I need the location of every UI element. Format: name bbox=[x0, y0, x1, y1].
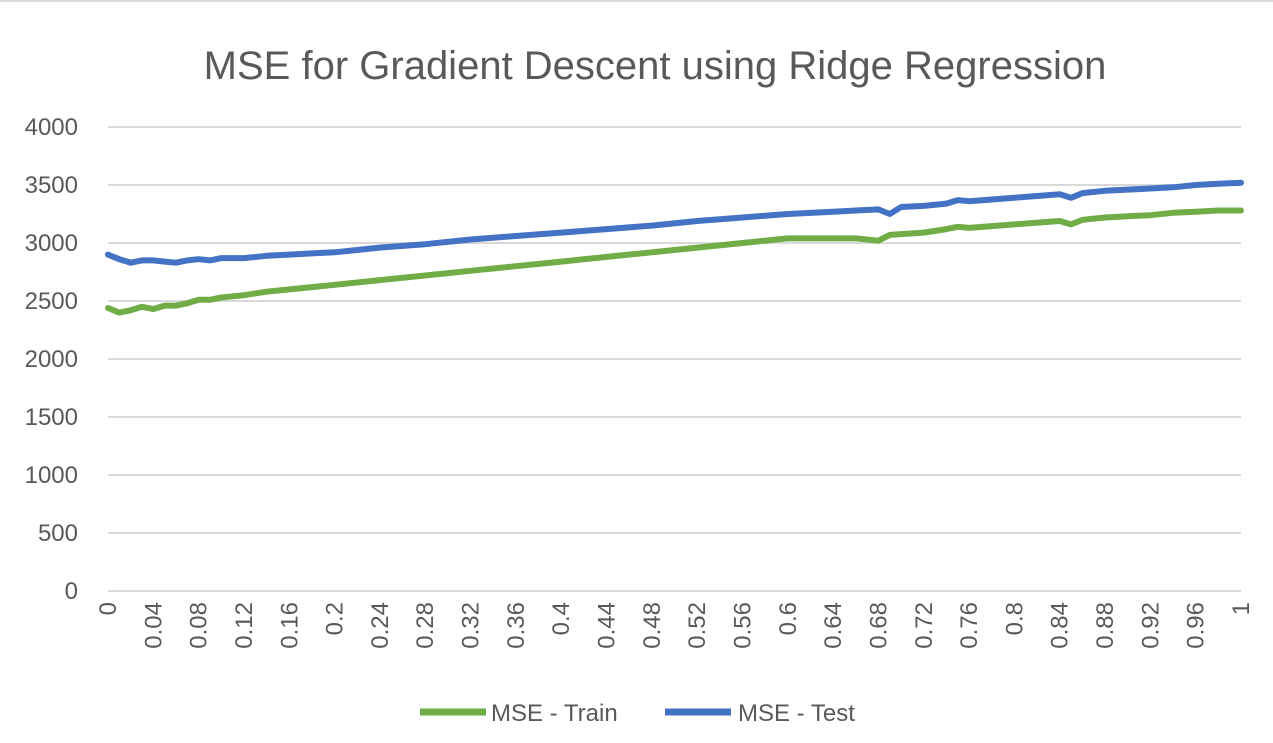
series-line-test bbox=[105, 179, 1244, 266]
x-tick-label: 0.12 bbox=[231, 602, 258, 649]
y-tick-label: 3500 bbox=[25, 172, 78, 199]
x-axis-ticks: 0 0.04 0.08 0.12 0.16 0.2 0.24 0.28 0.32 0.36 0.4 0… bbox=[95, 602, 1255, 649]
x-tick-label: 0.92 bbox=[1137, 602, 1164, 649]
y-tick-label: 4000 bbox=[25, 114, 78, 141]
legend-label: MSE - Train bbox=[491, 700, 618, 727]
x-tick-label: 0.72 bbox=[911, 602, 938, 649]
x-tick-label: 0.44 bbox=[594, 602, 621, 649]
x-tick-label: 0.04 bbox=[140, 602, 167, 649]
x-tick-label: 0.2 bbox=[322, 602, 349, 635]
gridlines bbox=[108, 126, 1241, 592]
y-tick-label: 0 bbox=[65, 578, 78, 605]
chart-title: MSE for Gradient Descent using Ridge Reg… bbox=[204, 44, 1107, 88]
x-tick-label: 0.88 bbox=[1092, 602, 1119, 649]
y-axis-ticks: 0 500 1000 1500 2000 2500 3000 3500 4000 bbox=[25, 114, 78, 605]
legend-label: MSE - Test bbox=[738, 700, 855, 727]
y-tick-label: 500 bbox=[38, 520, 78, 547]
x-tick-label: 0.52 bbox=[684, 602, 711, 649]
x-tick-label: 0.84 bbox=[1047, 602, 1074, 649]
legend: MSE - Train MSE - Test bbox=[420, 700, 855, 727]
x-tick-label: 0.32 bbox=[458, 602, 485, 649]
x-tick-label: 0 bbox=[95, 602, 122, 615]
y-tick-label: 2000 bbox=[25, 346, 78, 373]
x-tick-label: 0.08 bbox=[186, 602, 213, 649]
x-tick-label: 0.8 bbox=[1001, 602, 1028, 635]
y-tick-label: 1000 bbox=[25, 462, 78, 489]
x-tick-label: 0.16 bbox=[276, 602, 303, 649]
x-tick-label: 0.96 bbox=[1183, 602, 1210, 649]
x-tick-label: 0.68 bbox=[865, 602, 892, 649]
y-tick-label: 1500 bbox=[25, 404, 78, 431]
x-tick-label: 0.36 bbox=[503, 602, 530, 649]
x-tick-label: 0.24 bbox=[367, 602, 394, 649]
series-lines bbox=[105, 179, 1244, 316]
x-tick-label: 0.4 bbox=[548, 602, 575, 635]
x-tick-label: 0.56 bbox=[729, 602, 756, 649]
x-tick-label: 0.76 bbox=[956, 602, 983, 649]
y-tick-label: 3000 bbox=[25, 230, 78, 257]
x-tick-label: 0.6 bbox=[775, 602, 802, 635]
series-line-train bbox=[105, 207, 1244, 316]
y-tick-label: 2500 bbox=[25, 288, 78, 315]
x-tick-label: 1 bbox=[1228, 602, 1255, 615]
x-tick-label: 0.48 bbox=[639, 602, 666, 649]
x-tick-label: 0.28 bbox=[412, 602, 439, 649]
x-tick-label: 0.64 bbox=[820, 602, 847, 649]
